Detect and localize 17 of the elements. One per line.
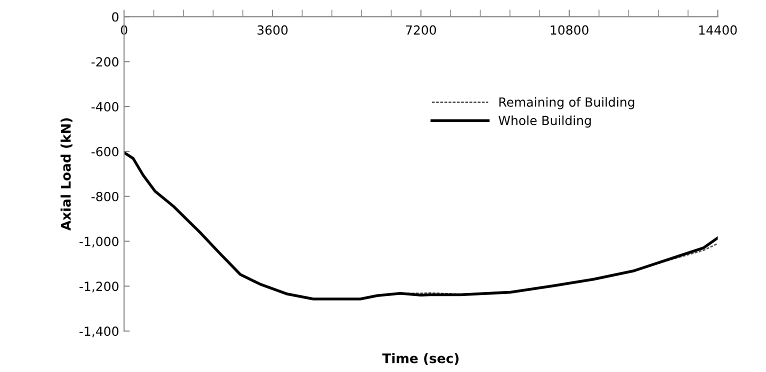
y-tick-label: -1,000 [80, 236, 118, 248]
x-tick-label: 10800 [550, 25, 588, 35]
y-tick-label: -1,400 [80, 326, 118, 338]
legend-label: Remaining of Building [499, 97, 634, 110]
y-tick-label: 0 [112, 12, 118, 22]
x-axis-title: Time (sec) [382, 353, 459, 365]
y-tick-label: -400 [91, 102, 118, 112]
x-tick-label: 0 [120, 25, 128, 35]
y-tick-label: -200 [91, 57, 118, 67]
x-tick-label: 7200 [406, 25, 436, 35]
x-tick-label: 3600 [258, 25, 288, 35]
y-tick-label: -1,200 [80, 282, 118, 292]
x-tick-label: 14400 [699, 25, 737, 35]
legend-label: Whole Building [498, 115, 591, 128]
y-axis-title: Axial Load (kN) [60, 118, 72, 231]
y-tick-label: -800 [91, 192, 118, 202]
y-tick-label: -600 [91, 146, 118, 156]
